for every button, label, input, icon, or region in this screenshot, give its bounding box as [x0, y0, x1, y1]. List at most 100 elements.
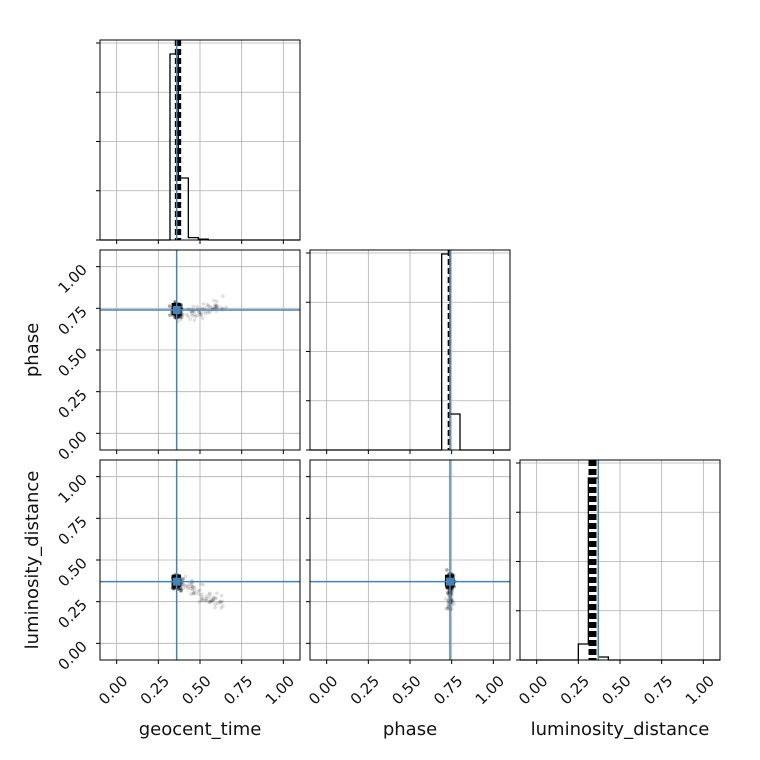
sample-point — [445, 586, 449, 590]
sample-point — [450, 606, 454, 611]
truth-marker — [172, 577, 181, 586]
sample-point — [204, 596, 209, 601]
sample-point — [207, 599, 212, 604]
sample-point — [185, 312, 189, 317]
sample-point — [185, 583, 189, 588]
sample-point — [208, 310, 212, 314]
sample-point — [446, 602, 450, 606]
sample-point — [444, 606, 449, 611]
sample-point — [168, 313, 172, 317]
sample-point — [211, 597, 215, 602]
sample-point — [192, 590, 196, 595]
sample-point — [215, 591, 219, 595]
sample-point — [198, 582, 203, 586]
sample-point — [206, 311, 210, 315]
sample-point — [200, 598, 204, 603]
y-tick-label: 0.00 — [54, 427, 90, 463]
y-axis-label-luminosity_distance: luminosity_distance — [22, 471, 43, 650]
sample-point — [221, 294, 225, 298]
sample-point — [193, 591, 198, 596]
sample-point — [445, 606, 449, 611]
sample-point — [190, 309, 194, 314]
sample-point — [216, 305, 221, 309]
sample-point — [217, 600, 222, 604]
sample-point — [189, 584, 194, 589]
sample-point — [177, 314, 182, 318]
sample-point — [204, 597, 208, 602]
x-tick-label: 1.00 — [472, 672, 508, 708]
x-tick-label: 1.00 — [262, 672, 298, 708]
x-tick-label: 0.25 — [557, 672, 593, 708]
sample-point — [207, 600, 212, 605]
sample-point — [203, 311, 208, 316]
x-tick-label: 0.00 — [515, 672, 551, 708]
sample-point — [214, 596, 218, 600]
sample-point — [184, 585, 188, 589]
sample-point — [219, 606, 223, 610]
sample-point — [181, 582, 185, 586]
sample-point — [218, 599, 222, 604]
sample-point — [213, 602, 217, 607]
sample-point — [211, 596, 215, 601]
x-tick-label: 0.75 — [220, 672, 256, 708]
sample-point — [214, 303, 219, 307]
sample-point — [190, 314, 195, 318]
sample-point — [201, 302, 206, 306]
y-tick-label: 0.75 — [54, 512, 90, 548]
histogram-geocent_time — [100, 53, 300, 241]
sample-point — [445, 591, 450, 595]
sample-point — [450, 586, 454, 591]
sample-point — [444, 596, 448, 601]
sample-point — [178, 586, 183, 591]
sample-point — [186, 314, 190, 319]
sample-point — [172, 586, 177, 591]
sample-point — [209, 599, 214, 603]
sample-point — [201, 582, 205, 587]
sample-point — [215, 306, 220, 311]
sample-point — [181, 586, 185, 591]
sample-point — [187, 582, 192, 587]
sample-point — [199, 306, 203, 311]
sample-point — [213, 597, 218, 601]
sample-point — [215, 299, 219, 304]
sample-point — [201, 596, 205, 601]
sample-point — [183, 574, 188, 579]
sample-point — [214, 305, 218, 310]
sample-point — [210, 599, 215, 603]
sample-point — [446, 585, 450, 590]
sample-point — [199, 313, 204, 318]
sample-point — [446, 598, 451, 603]
sample-point — [189, 312, 194, 316]
sample-point — [450, 599, 454, 603]
sample-point — [219, 593, 224, 598]
sample-point — [451, 600, 456, 604]
sample-point — [197, 592, 201, 597]
sample-point — [200, 592, 204, 597]
y-tick-label: 0.75 — [54, 302, 90, 338]
sample-point — [199, 595, 204, 599]
sample-point — [209, 598, 213, 603]
sample-point — [191, 591, 196, 596]
sample-point — [172, 585, 176, 590]
sample-point — [180, 312, 185, 317]
sample-point — [450, 586, 454, 591]
sample-point — [179, 314, 184, 319]
y-tick-label: 0.25 — [54, 386, 90, 422]
sample-point — [171, 586, 176, 591]
sample-point — [173, 315, 177, 320]
sample-point — [200, 316, 205, 321]
sample-point — [445, 568, 449, 572]
sample-point — [170, 585, 175, 590]
sample-point — [178, 589, 183, 593]
x-tick-label: 0.25 — [137, 672, 173, 708]
sample-point — [197, 588, 202, 592]
y-tick-label: 0.00 — [54, 637, 90, 673]
sample-point — [186, 586, 190, 591]
y-tick-label: 0.50 — [54, 554, 90, 590]
sample-point — [197, 310, 202, 315]
sample-point — [197, 310, 201, 314]
sample-point — [179, 577, 184, 582]
sample-point — [204, 594, 209, 599]
x-tick-label: 0.50 — [598, 672, 634, 708]
sample-point — [213, 304, 218, 309]
